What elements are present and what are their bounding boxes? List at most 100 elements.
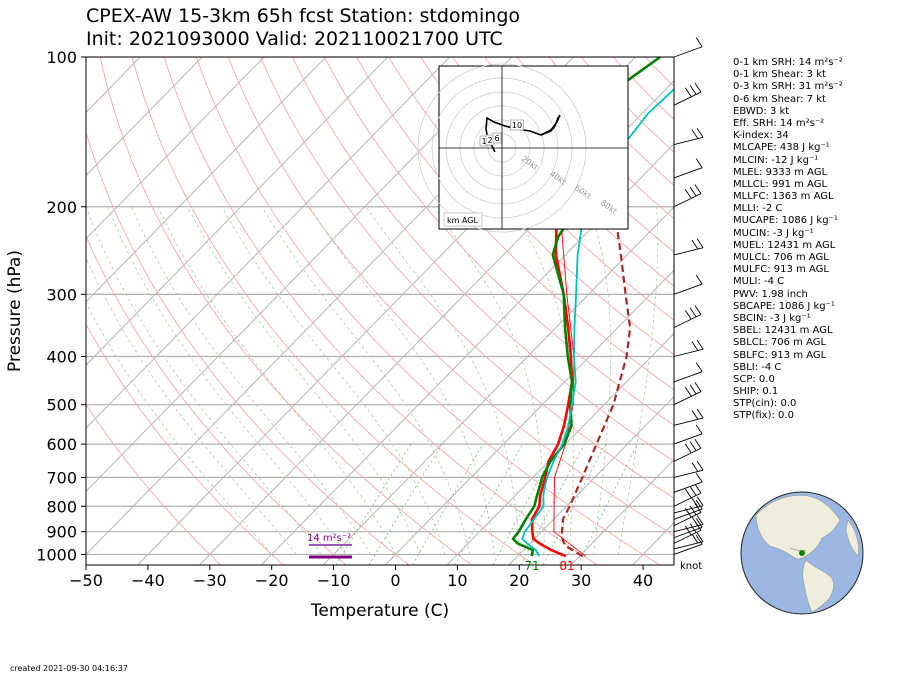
parameter-line: MUCIN: -3 J kg⁻¹ bbox=[733, 227, 814, 239]
dry-adiabat bbox=[86, 323, 284, 565]
barb-staff bbox=[673, 391, 702, 406]
dry-adiabat bbox=[259, 57, 674, 499]
dry-adiabat bbox=[163, 57, 598, 565]
parameter-line: SBLI: -4 C bbox=[733, 361, 782, 373]
parameter-line: MULI: -4 C bbox=[733, 276, 785, 288]
barb-staff bbox=[673, 492, 702, 507]
isotherm bbox=[86, 57, 265, 240]
station-marker bbox=[799, 550, 805, 556]
x-tick-label: −40 bbox=[131, 571, 165, 590]
isotherm bbox=[86, 57, 327, 303]
parameter-line: SBLCL: 706 m AGL bbox=[733, 337, 827, 349]
barb-flag bbox=[684, 525, 692, 536]
y-axis-label: Pressure (hPa) bbox=[5, 250, 25, 372]
isotherm bbox=[86, 57, 389, 366]
parameter-list: 0-1 km SRH: 14 m²s⁻² 0-1 km Shear: 3 kt 0-… bbox=[733, 57, 843, 423]
hodograph-height-box bbox=[510, 119, 524, 131]
barb-staff bbox=[673, 136, 704, 146]
barb-staff bbox=[673, 91, 702, 106]
parameter-line: MLCIN: -12 J kg⁻¹ bbox=[733, 154, 819, 166]
srh-indicator: 14 m²s⁻² bbox=[307, 533, 352, 559]
y-tick-label: 500 bbox=[46, 396, 77, 415]
barb-staff bbox=[673, 371, 703, 383]
barb-staff bbox=[673, 505, 704, 514]
wind-units-label: knot bbox=[680, 561, 702, 572]
x-tick-label: 20 bbox=[509, 571, 529, 590]
barb-staff bbox=[673, 447, 702, 462]
barb-staff bbox=[673, 481, 703, 493]
barb-flag bbox=[691, 497, 699, 508]
barb-staff bbox=[673, 314, 702, 329]
barb-flag bbox=[694, 184, 702, 194]
hodograph-trace bbox=[485, 114, 561, 153]
moist-adiabat bbox=[86, 206, 322, 555]
moist-adiabat bbox=[86, 301, 273, 555]
barb-flag bbox=[696, 515, 704, 525]
x-tick-label: 40 bbox=[633, 571, 653, 590]
barb-flag bbox=[694, 483, 702, 494]
barb-flag bbox=[695, 534, 703, 545]
barb-staff bbox=[673, 469, 704, 478]
barb-flag bbox=[691, 462, 699, 472]
globe-map bbox=[740, 491, 864, 615]
barb-flag bbox=[684, 443, 692, 454]
parameter-line: MLEL: 9333 m AGL bbox=[733, 166, 828, 178]
wind-barb bbox=[673, 362, 703, 383]
moist-adiabat bbox=[588, 206, 612, 555]
moist-adiabat bbox=[510, 206, 575, 555]
parameter-line: SCP: 0.0 bbox=[733, 373, 775, 385]
wind-barb bbox=[673, 483, 702, 507]
wind-barb bbox=[673, 518, 703, 539]
wind-barb bbox=[673, 184, 702, 208]
parameter-line: MULFC: 913 m AGL bbox=[733, 264, 829, 276]
barb-staff bbox=[673, 417, 704, 426]
moist-adiabat bbox=[433, 206, 545, 555]
dry-adiabat bbox=[388, 57, 674, 356]
dry-adiabat bbox=[86, 403, 221, 565]
x-tick-label: −50 bbox=[69, 571, 103, 590]
barb-flag bbox=[694, 82, 702, 93]
wind-barb bbox=[673, 158, 703, 179]
barb-flag bbox=[691, 129, 699, 139]
x-tick-label: 10 bbox=[447, 571, 467, 590]
moist-adiabat bbox=[617, 206, 659, 555]
barb-flag bbox=[689, 384, 697, 395]
barb-flag bbox=[695, 158, 703, 168]
dry-adiabat bbox=[420, 57, 674, 321]
hodograph-height-label: 2 bbox=[487, 136, 492, 145]
y-tick-label: 800 bbox=[46, 497, 77, 516]
hodograph-height-box bbox=[492, 132, 502, 144]
barb-flag bbox=[695, 472, 703, 483]
parameter-line: 0-1 km SRH: 14 m²s⁻² bbox=[733, 57, 843, 68]
parameter-line: K-index: 34 bbox=[733, 130, 789, 142]
y-tick-label: 400 bbox=[46, 348, 77, 367]
dry-adiabat bbox=[291, 57, 674, 462]
barb-staff bbox=[673, 541, 704, 550]
moist-adiabat bbox=[131, 206, 372, 555]
barb-flag bbox=[689, 486, 697, 496]
mixing-ratio-line bbox=[454, 443, 524, 565]
dry-adiabat bbox=[356, 57, 674, 391]
barb-staff bbox=[673, 193, 702, 208]
wind-barb bbox=[673, 408, 704, 426]
barb-flag bbox=[691, 341, 699, 351]
barb-flag bbox=[694, 438, 702, 449]
parameter-line: SBEL: 12431 m AGL bbox=[733, 325, 833, 337]
barb-flag bbox=[691, 533, 699, 544]
parcel-line bbox=[560, 206, 632, 558]
y-tick-label: 100 bbox=[46, 48, 77, 67]
barb-flag bbox=[695, 518, 703, 528]
dry-adiabat bbox=[324, 57, 674, 426]
barb-flag bbox=[695, 362, 703, 372]
parameter-line: MLLCL: 991 m AGL bbox=[733, 178, 828, 190]
moist-adiabat bbox=[261, 206, 471, 555]
dry-adiabat bbox=[131, 57, 535, 565]
isotherm bbox=[86, 57, 512, 493]
barb-flag bbox=[691, 239, 699, 250]
wind-barb bbox=[673, 339, 704, 357]
hodograph-height-label: 10 bbox=[512, 121, 522, 130]
wind-barb bbox=[673, 305, 702, 329]
parameter-line: SBCIN: -3 J kg⁻¹ bbox=[733, 312, 811, 324]
parameter-line: PWV: 1.98 inch bbox=[733, 288, 808, 300]
